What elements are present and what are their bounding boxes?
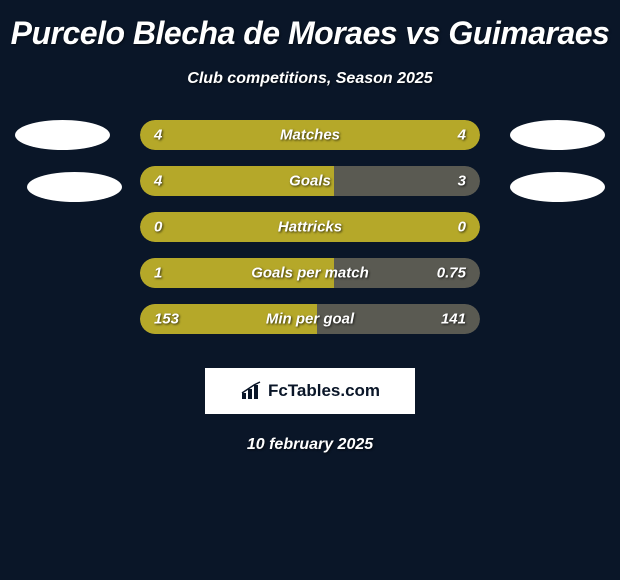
bar-chart-icon [240, 381, 264, 401]
bar-container: 4 Goals 3 [140, 166, 480, 196]
marker-ellipse-left [27, 172, 122, 202]
footer-date: 10 february 2025 [247, 436, 373, 454]
stat-right-value: 4 [458, 127, 466, 144]
stat-right-value: 0.75 [437, 265, 466, 282]
brand-box: FcTables.com [205, 368, 415, 414]
stat-right-value: 141 [441, 311, 466, 328]
stat-right-value: 3 [458, 173, 466, 190]
marker-ellipse-right [510, 120, 605, 150]
page-title: Purcelo Blecha de Moraes vs Guimaraes [11, 15, 610, 52]
stat-left-value: 4 [154, 127, 162, 144]
bar-container: 153 Min per goal 141 [140, 304, 480, 334]
stat-row-matches: 4 Matches 4 [0, 120, 620, 150]
bar-container: 1 Goals per match 0.75 [140, 258, 480, 288]
marker-ellipse-left [15, 120, 110, 150]
stat-left-value: 4 [154, 173, 162, 190]
stat-left-value: 0 [154, 219, 162, 236]
stat-row-mpg: 153 Min per goal 141 [0, 304, 620, 334]
stat-left-value: 1 [154, 265, 162, 282]
stat-row-hattricks: 0 Hattricks 0 [0, 212, 620, 242]
stat-label: Hattricks [278, 219, 342, 236]
bar-container: 4 Matches 4 [140, 120, 480, 150]
stats-area: 4 Matches 4 4 Goals 3 0 Hattricks 0 [0, 120, 620, 350]
brand-text: FcTables.com [268, 381, 380, 401]
comparison-infographic: Purcelo Blecha de Moraes vs Guimaraes Cl… [0, 0, 620, 454]
stat-label: Min per goal [266, 311, 354, 328]
stat-right-value: 0 [458, 219, 466, 236]
brand-box-inner: FcTables.com [207, 370, 413, 412]
stat-label: Matches [280, 127, 340, 144]
stat-row-goals: 4 Goals 3 [0, 166, 620, 196]
stat-label: Goals [289, 173, 331, 190]
stat-row-gpm: 1 Goals per match 0.75 [0, 258, 620, 288]
bar-container: 0 Hattricks 0 [140, 212, 480, 242]
stat-label: Goals per match [251, 265, 369, 282]
page-subtitle: Club competitions, Season 2025 [187, 70, 432, 88]
marker-ellipse-right [510, 172, 605, 202]
stat-left-value: 153 [154, 311, 179, 328]
